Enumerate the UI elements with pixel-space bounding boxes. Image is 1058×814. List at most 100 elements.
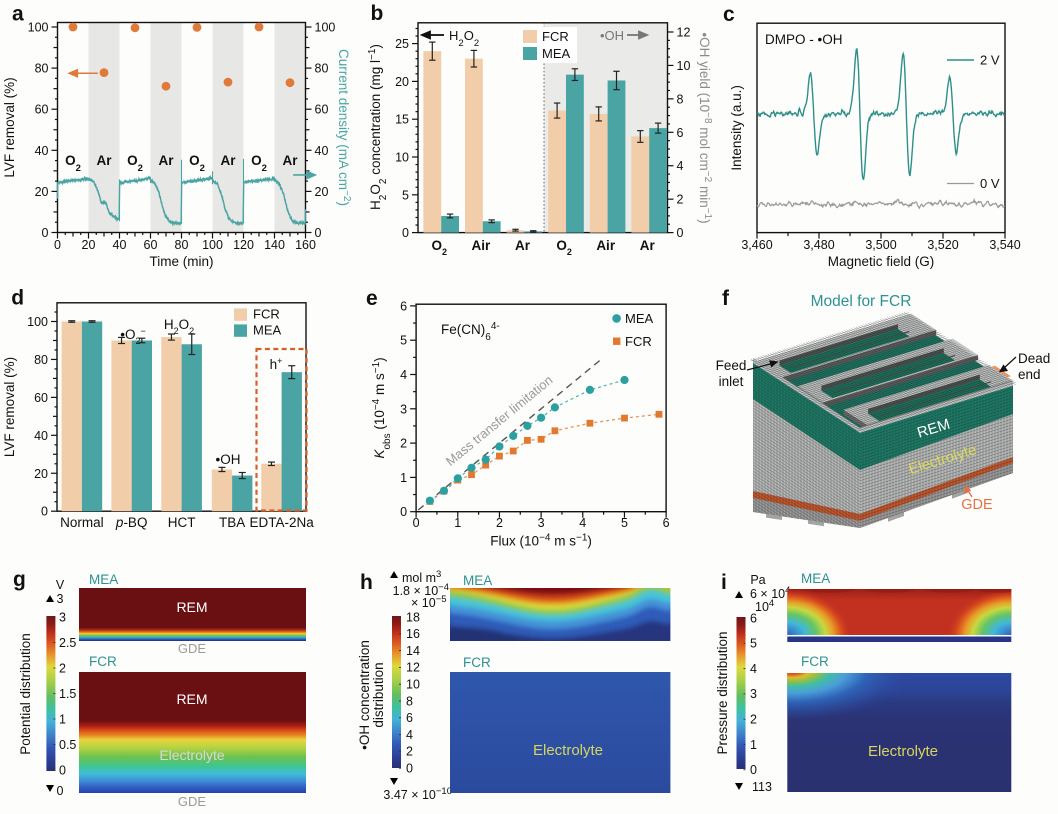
svg-text:1: 1 <box>750 738 757 752</box>
svg-text:2: 2 <box>406 745 413 759</box>
svg-text:MEA: MEA <box>89 572 118 587</box>
svg-text:Current density (mA cm−2): Current density (mA cm−2) <box>336 49 353 206</box>
svg-text:Pa: Pa <box>750 573 765 587</box>
svg-text:8: 8 <box>677 92 684 106</box>
svg-text:100: 100 <box>202 238 223 252</box>
svg-text:80: 80 <box>315 62 329 76</box>
svg-text:0: 0 <box>677 226 684 240</box>
svg-text:14: 14 <box>406 644 420 658</box>
svg-text:6: 6 <box>400 299 407 313</box>
svg-text:3,480: 3,480 <box>803 238 834 252</box>
svg-text:•OH concentration: •OH concentration <box>357 640 372 750</box>
svg-text:f: f <box>722 287 730 310</box>
svg-text:16: 16 <box>406 627 420 641</box>
svg-text:140: 140 <box>264 238 285 252</box>
svg-text:5: 5 <box>400 334 407 348</box>
svg-text:TBA: TBA <box>219 515 245 530</box>
svg-text:3,460: 3,460 <box>741 238 772 252</box>
svg-text:100: 100 <box>28 21 49 35</box>
svg-text:g: g <box>13 568 26 591</box>
svg-text:Ar: Ar <box>220 153 236 168</box>
svg-text:80: 80 <box>175 238 189 252</box>
svg-text:Ar: Ar <box>640 238 656 253</box>
svg-text:0: 0 <box>315 226 322 240</box>
svg-text:0: 0 <box>750 763 757 777</box>
svg-text:40: 40 <box>315 144 329 158</box>
svg-text:6: 6 <box>663 516 670 530</box>
svg-text:GDE: GDE <box>178 641 207 656</box>
svg-text:Potential distribution: Potential distribution <box>18 633 33 755</box>
svg-text:3: 3 <box>57 592 64 606</box>
svg-text:3: 3 <box>59 610 66 624</box>
svg-text:MEA: MEA <box>542 46 571 61</box>
svg-text:Magnetic field (G): Magnetic field (G) <box>828 254 935 269</box>
svg-text:Kobs (10−4 m s−1): Kobs (10−4 m s−1) <box>371 357 393 458</box>
svg-text:e: e <box>366 287 378 310</box>
svg-text:V: V <box>56 578 65 592</box>
svg-text:4: 4 <box>579 516 586 530</box>
svg-text:•OH yield (10−8 mol cm−2 min−1: •OH yield (10−8 mol cm−2 min−1) <box>697 32 714 223</box>
svg-text:60: 60 <box>315 103 329 117</box>
svg-text:0: 0 <box>42 226 49 240</box>
svg-text:Air: Air <box>596 238 616 253</box>
svg-text:GDE: GDE <box>178 794 207 809</box>
svg-text:10: 10 <box>677 59 691 73</box>
svg-text:Ar: Ar <box>158 153 174 168</box>
svg-text:Dead: Dead <box>1018 351 1050 366</box>
svg-text:40: 40 <box>113 238 127 252</box>
svg-text:3,500: 3,500 <box>865 238 896 252</box>
svg-text:FCR: FCR <box>625 334 652 349</box>
svg-text:1.5: 1.5 <box>59 687 76 701</box>
svg-text:0: 0 <box>57 784 64 798</box>
svg-text:Air: Air <box>472 238 492 253</box>
svg-text:4: 4 <box>677 159 684 173</box>
svg-text:DMPO - •OH: DMPO - •OH <box>765 32 842 47</box>
svg-text:40: 40 <box>35 144 49 158</box>
svg-text:3,520: 3,520 <box>927 238 958 252</box>
svg-text:3,540: 3,540 <box>989 238 1020 252</box>
svg-text:1: 1 <box>454 516 461 530</box>
svg-text:p-BQ: p-BQ <box>115 515 148 530</box>
svg-text:0: 0 <box>54 238 61 252</box>
svg-text:Time (min): Time (min) <box>150 254 214 269</box>
svg-text:6: 6 <box>750 611 757 625</box>
svg-text:18: 18 <box>406 610 420 624</box>
svg-text:25: 25 <box>395 37 409 51</box>
svg-text:0: 0 <box>413 516 420 530</box>
svg-text:LVF removal (%): LVF removal (%) <box>2 357 17 457</box>
svg-text:3: 3 <box>538 516 545 530</box>
svg-text:2: 2 <box>496 516 503 530</box>
svg-text:Electrolyte: Electrolyte <box>159 747 225 763</box>
svg-text:LVF removal (%): LVF removal (%) <box>2 77 17 177</box>
svg-text:Electrolyte: Electrolyte <box>533 742 603 759</box>
svg-text:GDE: GDE <box>961 497 993 513</box>
svg-text:0 V: 0 V <box>980 176 1000 191</box>
svg-text:15: 15 <box>395 113 409 127</box>
svg-text:60: 60 <box>144 238 158 252</box>
svg-text:Feed: Feed <box>716 358 747 373</box>
svg-text:1.8 × 10−4: 1.8 × 10−4 <box>393 582 449 599</box>
svg-text:b: b <box>371 2 384 25</box>
svg-text:c: c <box>723 3 735 26</box>
svg-text:20: 20 <box>35 185 49 199</box>
svg-text:MEA: MEA <box>801 571 830 586</box>
svg-text:2: 2 <box>750 713 757 727</box>
svg-text:120: 120 <box>233 238 254 252</box>
svg-text:3.47 × 10−10: 3.47 × 10−10 <box>383 786 452 803</box>
svg-text:•OH: •OH <box>600 28 624 43</box>
svg-text:Flux (10−4 m s−1): Flux (10−4 m s−1) <box>490 532 592 549</box>
svg-text:160: 160 <box>295 238 316 252</box>
svg-text:20: 20 <box>395 75 409 89</box>
svg-text:mol m3: mol m3 <box>402 569 441 586</box>
svg-text:10: 10 <box>406 678 420 692</box>
svg-text:FCR: FCR <box>463 655 491 670</box>
svg-text:0: 0 <box>402 226 409 240</box>
svg-text:100: 100 <box>315 21 336 35</box>
svg-text:i: i <box>721 571 727 594</box>
svg-text:REM: REM <box>176 599 207 615</box>
svg-text:5: 5 <box>621 516 628 530</box>
svg-text:100: 100 <box>27 315 48 329</box>
svg-text:3: 3 <box>400 402 407 416</box>
svg-text:4: 4 <box>406 728 413 742</box>
svg-text:1: 1 <box>59 712 66 726</box>
